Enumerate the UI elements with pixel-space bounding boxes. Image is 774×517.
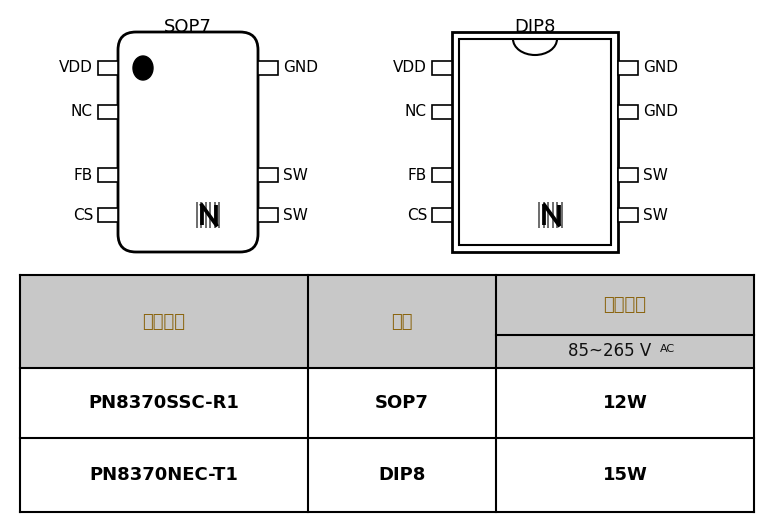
Text: SW: SW <box>283 207 308 222</box>
Text: GND: GND <box>643 104 678 119</box>
Text: 85~265 V: 85~265 V <box>568 342 652 360</box>
Text: CS: CS <box>406 207 427 222</box>
Bar <box>496 335 754 368</box>
Bar <box>618 168 638 182</box>
Bar <box>200 202 202 227</box>
Bar <box>214 202 216 227</box>
Text: VDD: VDD <box>59 60 93 75</box>
Text: 封装: 封装 <box>391 312 413 330</box>
Bar <box>538 202 540 227</box>
Bar <box>196 202 197 227</box>
Bar <box>452 32 618 252</box>
Text: 12W: 12W <box>603 394 647 412</box>
Text: 订购代码: 订购代码 <box>142 312 186 330</box>
Text: VDD: VDD <box>393 60 427 75</box>
Bar <box>218 202 221 227</box>
Text: PN8370SSC-R1: PN8370SSC-R1 <box>88 394 239 412</box>
Bar <box>98 105 118 119</box>
Text: CS: CS <box>73 207 93 222</box>
Bar <box>98 208 118 222</box>
Bar <box>459 39 611 245</box>
Bar <box>308 275 496 368</box>
Bar <box>98 61 118 75</box>
Bar <box>618 208 638 222</box>
Text: DIP8: DIP8 <box>378 466 426 484</box>
Bar <box>432 168 452 182</box>
Text: SOP7: SOP7 <box>375 394 429 412</box>
Bar <box>543 202 545 227</box>
Text: AC: AC <box>659 343 675 354</box>
Bar <box>556 202 558 227</box>
Ellipse shape <box>133 56 153 80</box>
Bar <box>98 168 118 182</box>
Text: SOP7: SOP7 <box>164 18 212 36</box>
Bar <box>618 105 638 119</box>
Text: SW: SW <box>643 207 668 222</box>
Bar <box>560 202 563 227</box>
Bar <box>204 202 207 227</box>
Bar <box>432 105 452 119</box>
Text: SW: SW <box>283 168 308 183</box>
Text: 典型功率: 典型功率 <box>604 296 646 314</box>
Bar <box>552 202 554 227</box>
Text: PN8370NEC-T1: PN8370NEC-T1 <box>90 466 238 484</box>
Text: NC: NC <box>405 104 427 119</box>
Bar <box>547 202 550 227</box>
FancyBboxPatch shape <box>118 32 258 252</box>
Text: GND: GND <box>643 60 678 75</box>
Bar <box>209 202 211 227</box>
Bar <box>432 61 452 75</box>
Bar <box>618 61 638 75</box>
Text: 15W: 15W <box>603 466 647 484</box>
Bar <box>258 208 278 222</box>
Text: GND: GND <box>283 60 318 75</box>
Text: DIP8: DIP8 <box>514 18 556 36</box>
Bar <box>432 208 452 222</box>
Bar <box>258 61 278 75</box>
Text: SW: SW <box>643 168 668 183</box>
Bar <box>258 168 278 182</box>
Bar <box>496 275 754 335</box>
Text: FB: FB <box>408 168 427 183</box>
Text: FB: FB <box>74 168 93 183</box>
Text: NC: NC <box>71 104 93 119</box>
Bar <box>20 275 308 368</box>
